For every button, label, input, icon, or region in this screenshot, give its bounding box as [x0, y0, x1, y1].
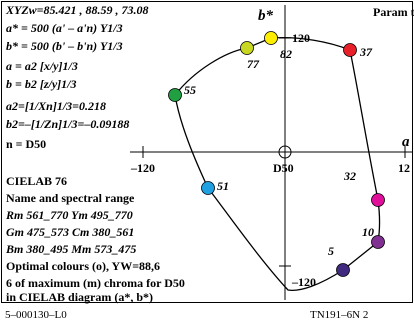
header-line: b = b2 [z/y]1/3: [6, 77, 77, 91]
legend-line: Rm 561_770 Ym 495_770: [5, 208, 133, 222]
point-label: 82: [280, 47, 292, 61]
point-label: 77: [247, 57, 260, 71]
colour-point: [240, 41, 254, 55]
legend-line: Name and spectral range: [6, 191, 135, 205]
x-max: 12: [398, 161, 410, 175]
legend-line: CIELAB 76: [6, 174, 67, 188]
footer-right: TN191–6N 2: [310, 309, 368, 321]
b-label: b*: [258, 8, 274, 24]
point-label: 5: [328, 244, 334, 258]
point-label: 32: [343, 169, 356, 183]
colour-point: [201, 181, 215, 195]
colour-point: [371, 235, 385, 249]
header-line: b* = 500 (b' – b'n) Y1/3: [6, 39, 123, 53]
x-min: –120: [130, 161, 155, 175]
colour-point: [336, 263, 350, 277]
origin-label: D50: [273, 161, 294, 175]
legend-line: Bm 380_495 Mm 573_475: [5, 242, 136, 256]
point-label: 10: [362, 225, 374, 239]
point-label: 55: [184, 83, 196, 97]
point-label: 51: [217, 179, 229, 193]
colour-point: [264, 31, 278, 45]
y-min: –120: [291, 275, 316, 289]
origin-marker: [278, 145, 292, 159]
header-line: a = a2 [x/y]1/3: [6, 59, 78, 73]
header-line: XYZw=85.421 , 88.59 , 73.08: [5, 3, 149, 17]
legend-line: 6 of maximum (m) chroma for D50: [6, 276, 185, 290]
point-label: 37: [359, 45, 373, 59]
header-line: n = D50: [6, 137, 46, 151]
header-line: a2=[1/Xn]1/3=0.218: [6, 99, 106, 113]
legend-line: in CIELAB diagram (a*, b*): [6, 290, 153, 304]
header-line: a* = 500 (a' – a'n) Y1/3: [6, 21, 123, 35]
legend-line: Optimal colours (o), YW=88,6: [6, 259, 160, 273]
parameter: Param ter: Y: [373, 5, 414, 19]
colour-point: [343, 43, 357, 57]
colour-point: [168, 88, 182, 102]
footer-left: 5–000130–L0: [5, 309, 67, 321]
a-label: a: [402, 134, 410, 150]
colour-point: [371, 193, 385, 207]
param-box: [370, 3, 412, 37]
legend-line: Gm 475_573 Cm 380_561: [6, 225, 134, 239]
y-max: 120: [292, 31, 310, 45]
header-line: b2=–[1/Zn]1/3=–0.09188: [6, 117, 129, 131]
